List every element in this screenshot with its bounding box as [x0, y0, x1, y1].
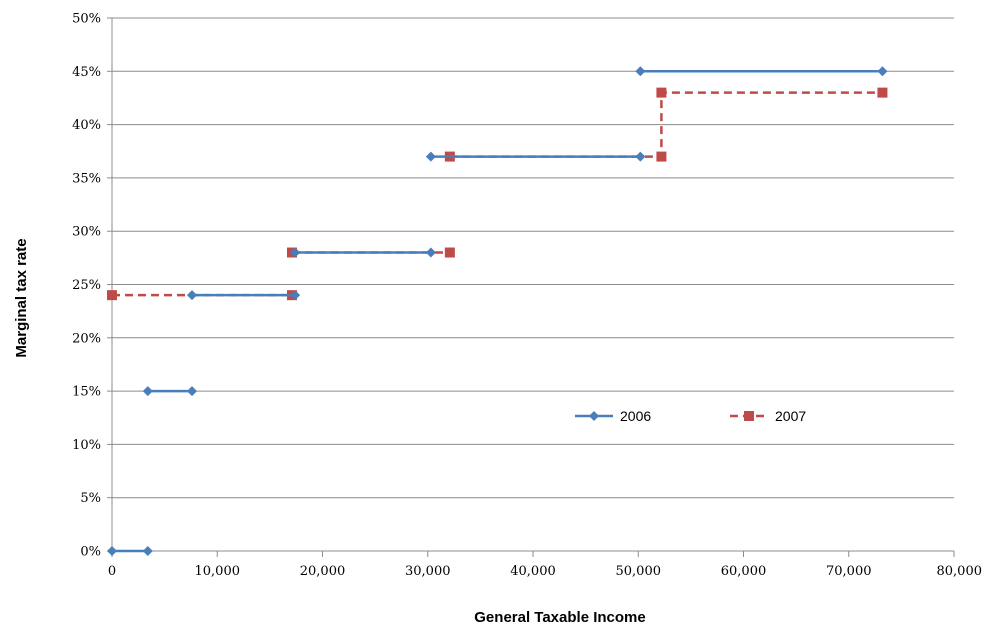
x-axis-title: General Taxable Income — [474, 609, 645, 626]
x-tick-label: 20,000 — [300, 564, 346, 579]
x-tick-label: 60,000 — [721, 564, 767, 579]
y-tick-label: 40% — [72, 118, 101, 133]
y-axis-title: Marginal tax rate — [13, 238, 30, 357]
x-tick-label: 80,000 — [937, 564, 983, 579]
data-point — [635, 66, 646, 77]
y-axis-ticks: 0% 5% 10% 15% 20% 25% 30% 35% 40% 45% 50% — [72, 12, 112, 560]
data-point — [656, 151, 667, 162]
data-point — [142, 546, 153, 556]
series-2006 — [107, 66, 888, 556]
data-point — [425, 151, 436, 162]
x-tick-label: 50,000 — [616, 564, 662, 579]
data-point — [877, 66, 888, 77]
data-point — [656, 87, 667, 98]
data-point — [186, 386, 197, 397]
legend-label: 2007 — [775, 408, 806, 424]
data-point — [635, 151, 646, 162]
y-tick-label: 10% — [72, 438, 101, 453]
data-point — [290, 247, 301, 258]
y-tick-label: 15% — [72, 385, 101, 400]
y-tick-label: 30% — [72, 225, 101, 240]
y-tick-label: 50% — [72, 12, 101, 27]
legend-item-2007: 2007 — [730, 408, 806, 424]
x-tick-label: 10,000 — [195, 564, 241, 579]
legend-label: 2006 — [620, 408, 651, 424]
y-tick-label: 5% — [80, 491, 101, 506]
y-tick-label: 20% — [72, 331, 101, 346]
gridlines — [112, 17, 954, 499]
x-tick-label: 0 — [108, 564, 116, 579]
data-point — [142, 386, 153, 397]
y-tick-label: 25% — [72, 278, 101, 293]
data-point — [290, 290, 301, 301]
y-tick-label: 0% — [80, 545, 101, 560]
x-tick-label: 40,000 — [510, 564, 556, 579]
legend-marker — [744, 411, 754, 421]
legend-marker — [589, 411, 599, 421]
legend-item-2006: 2006 — [575, 408, 651, 424]
data-point — [425, 247, 436, 258]
data-point — [107, 546, 117, 556]
data-point — [877, 87, 888, 98]
x-tick-label: 70,000 — [826, 564, 872, 579]
data-point — [186, 290, 197, 301]
x-tick-label: 30,000 — [405, 564, 451, 579]
series-2007 — [107, 87, 888, 301]
x-axis-ticks: 0 10,000 20,000 30,000 40,000 50,000 60,000 70,… — [108, 551, 982, 579]
y-tick-label: 45% — [72, 65, 101, 80]
series-layer — [107, 66, 888, 556]
legend: 2006 2007 — [575, 408, 806, 424]
data-point — [444, 247, 455, 258]
y-tick-label: 35% — [72, 171, 101, 186]
data-point — [107, 290, 117, 301]
